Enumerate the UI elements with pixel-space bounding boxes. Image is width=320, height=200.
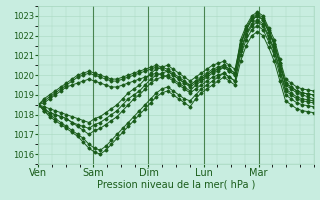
X-axis label: Pression niveau de la mer( hPa ): Pression niveau de la mer( hPa ) — [97, 180, 255, 190]
